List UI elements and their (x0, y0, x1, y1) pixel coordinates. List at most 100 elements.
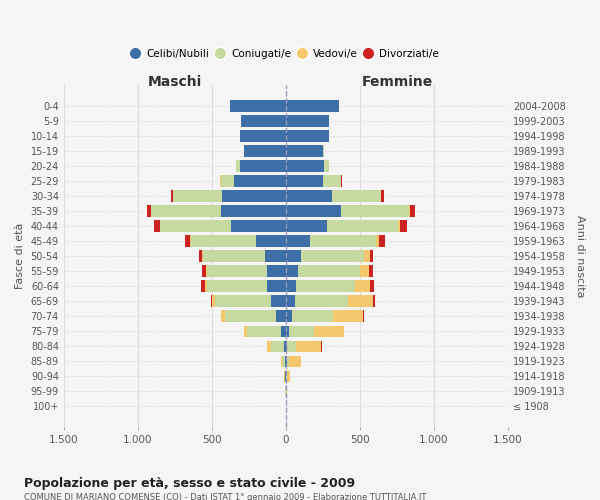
Bar (286, 206, 341, 216)
Bar (286, 220, 328, 232)
Bar (332, 190, 380, 202)
Bar (147, 206, 151, 216)
Bar (286, 356, 287, 367)
Bar (289, 356, 301, 367)
Bar (281, 326, 286, 337)
Bar (370, 250, 373, 262)
Text: Maschi: Maschi (148, 75, 202, 89)
Bar (287, 356, 289, 367)
Bar (208, 280, 266, 291)
Bar (247, 326, 281, 337)
Bar (286, 296, 295, 306)
Bar (191, 236, 256, 246)
Text: Femmine: Femmine (361, 75, 433, 89)
Bar (382, 190, 383, 202)
Bar (286, 176, 323, 186)
Bar (314, 326, 344, 337)
Bar (271, 340, 284, 352)
Bar (231, 220, 286, 232)
Bar (363, 310, 364, 322)
Bar (286, 326, 289, 337)
Bar (203, 250, 265, 262)
Bar (202, 250, 203, 262)
Text: Popolazione per età, sesso e stato civile - 2009: Popolazione per età, sesso e stato civil… (24, 478, 355, 490)
Bar (286, 386, 287, 397)
Bar (287, 340, 296, 352)
Y-axis label: Anni di nascita: Anni di nascita (575, 215, 585, 298)
Bar (268, 340, 271, 352)
Bar (266, 266, 286, 276)
Bar (190, 236, 191, 246)
Bar (379, 236, 385, 246)
Bar (205, 280, 208, 291)
Y-axis label: Fasce di età: Fasce di età (15, 223, 25, 290)
Bar (221, 310, 225, 322)
Bar (202, 280, 205, 291)
Bar (241, 116, 286, 126)
Bar (244, 146, 286, 156)
Bar (286, 340, 287, 352)
Bar (286, 116, 329, 126)
Bar (373, 296, 374, 306)
Bar (296, 280, 355, 291)
Bar (369, 266, 373, 276)
Bar (286, 160, 325, 172)
Bar (240, 130, 286, 141)
Bar (286, 130, 329, 141)
Legend: Celibi/Nubili, Coniugati/e, Vedovi/e, Divorziati/e: Celibi/Nubili, Coniugati/e, Vedovi/e, Di… (130, 46, 442, 62)
Bar (230, 100, 286, 112)
Bar (199, 250, 202, 262)
Bar (348, 296, 373, 306)
Bar (292, 310, 333, 322)
Bar (282, 356, 285, 367)
Bar (215, 296, 271, 306)
Bar (154, 220, 160, 232)
Bar (275, 310, 286, 322)
Bar (355, 280, 370, 291)
Bar (281, 356, 282, 367)
Bar (208, 266, 266, 276)
Bar (398, 220, 400, 232)
Bar (409, 206, 410, 216)
Bar (286, 250, 301, 262)
Bar (284, 370, 286, 382)
Bar (225, 310, 275, 322)
Bar (221, 206, 286, 216)
Bar (212, 296, 215, 306)
Bar (286, 370, 287, 382)
Bar (380, 190, 382, 202)
Bar (364, 250, 370, 262)
Bar (325, 160, 329, 172)
Bar (173, 190, 222, 202)
Bar (286, 266, 298, 276)
Bar (289, 326, 314, 337)
Bar (206, 266, 208, 276)
Bar (160, 220, 231, 232)
Bar (286, 146, 323, 156)
Bar (376, 236, 379, 246)
Bar (310, 236, 376, 246)
Bar (221, 176, 234, 186)
Bar (298, 266, 360, 276)
Bar (211, 296, 212, 306)
Bar (295, 296, 348, 306)
Bar (285, 356, 286, 367)
Bar (222, 190, 286, 202)
Bar (265, 250, 286, 262)
Bar (323, 176, 341, 186)
Bar (234, 176, 286, 186)
Bar (400, 220, 407, 232)
Bar (266, 280, 286, 291)
Bar (328, 220, 398, 232)
Bar (151, 206, 221, 216)
Bar (301, 250, 364, 262)
Bar (185, 236, 190, 246)
Bar (360, 266, 369, 276)
Bar (244, 326, 247, 337)
Bar (286, 190, 332, 202)
Bar (240, 160, 286, 172)
Bar (410, 206, 415, 216)
Bar (296, 340, 322, 352)
Bar (284, 340, 286, 352)
Bar (286, 310, 292, 322)
